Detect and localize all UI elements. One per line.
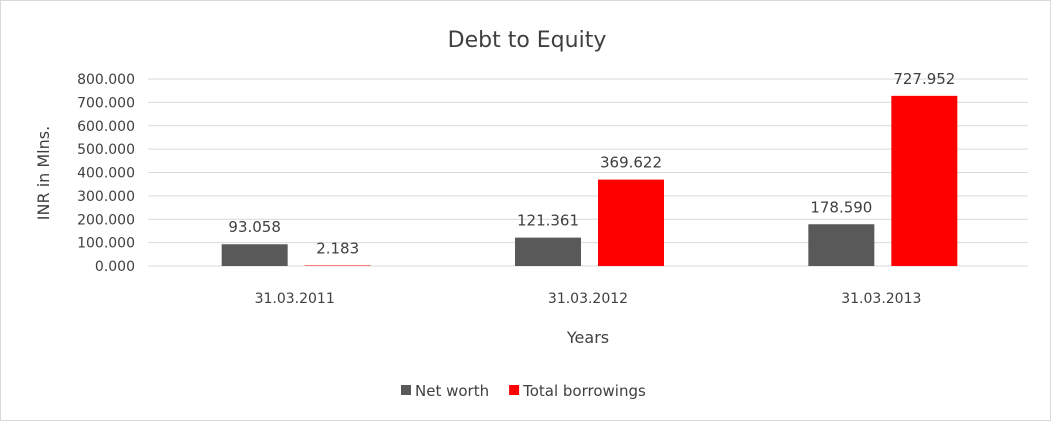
- y-tick-label: 400.000: [77, 166, 135, 182]
- y-tick-label: 0.000: [95, 259, 135, 275]
- y-tick-label: 800.000: [77, 72, 135, 88]
- x-tick-label: 31.03.2011: [255, 291, 335, 307]
- y-tick-label: 200.000: [77, 212, 135, 228]
- data-label: 121.361: [517, 212, 579, 230]
- y-tick-label: 300.000: [77, 189, 135, 205]
- legend-label: Total borrowings: [522, 382, 646, 400]
- y-tick-label: 500.000: [77, 142, 135, 158]
- data-label: 2.183: [316, 239, 359, 257]
- chart-title: Debt to Equity: [448, 28, 607, 53]
- data-label: 727.952: [893, 70, 955, 88]
- y-tick-label: 100.000: [77, 236, 135, 252]
- legend-label: Net worth: [415, 382, 489, 400]
- bar-net-worth: [515, 237, 581, 266]
- legend-swatch: [509, 385, 520, 395]
- bar-total-borrowings: [891, 95, 958, 266]
- bar-total-borrowings: [598, 179, 664, 266]
- data-label: 93.058: [228, 218, 281, 236]
- bar-total-borrowings: [304, 265, 371, 266]
- data-label: 178.590: [810, 198, 872, 216]
- x-tick-label: 31.03.2012: [548, 291, 628, 307]
- bar-net-worth: [221, 244, 288, 266]
- y-tick-label: 600.000: [77, 119, 135, 135]
- x-axis-label: Years: [566, 328, 609, 347]
- y-axis-label: INR in Mlns.: [34, 126, 53, 220]
- legend-swatch: [401, 385, 411, 395]
- y-tick-label: 700.000: [77, 95, 135, 111]
- x-tick-label: 31.03.2013: [841, 291, 921, 307]
- data-label: 369.622: [600, 154, 662, 172]
- bar-net-worth: [808, 224, 875, 266]
